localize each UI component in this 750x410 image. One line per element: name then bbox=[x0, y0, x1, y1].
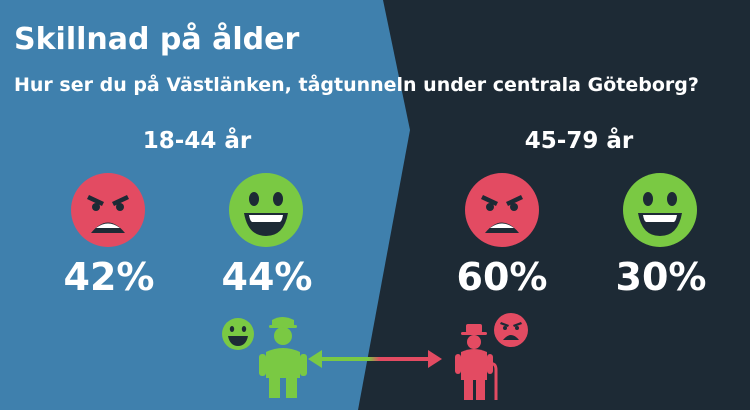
happy-face-icon bbox=[623, 173, 697, 247]
happy-face-icon bbox=[229, 173, 303, 247]
small-happy-face-icon bbox=[222, 318, 254, 350]
old-person-icon bbox=[455, 324, 498, 400]
young-negative-percent: 42% bbox=[63, 255, 155, 299]
small-angry-face-icon bbox=[494, 313, 528, 347]
young-person-icon bbox=[259, 317, 307, 398]
angry-face-icon bbox=[465, 173, 539, 247]
angry-face-icon bbox=[71, 173, 145, 247]
young-positive-percent: 44% bbox=[221, 255, 313, 299]
group-label-young: 18-44 år bbox=[142, 128, 252, 154]
group-label-old: 45-79 år bbox=[524, 128, 634, 154]
page-title: Skillnad på ålder bbox=[14, 22, 300, 57]
left-panel-bg bbox=[0, 0, 410, 410]
old-positive-percent: 30% bbox=[615, 255, 707, 299]
age-illustration bbox=[222, 313, 528, 400]
page-subtitle: Hur ser du på Västlänken, tågtunneln und… bbox=[14, 74, 699, 96]
double-arrow-icon bbox=[308, 350, 442, 368]
old-negative-percent: 60% bbox=[456, 255, 548, 299]
